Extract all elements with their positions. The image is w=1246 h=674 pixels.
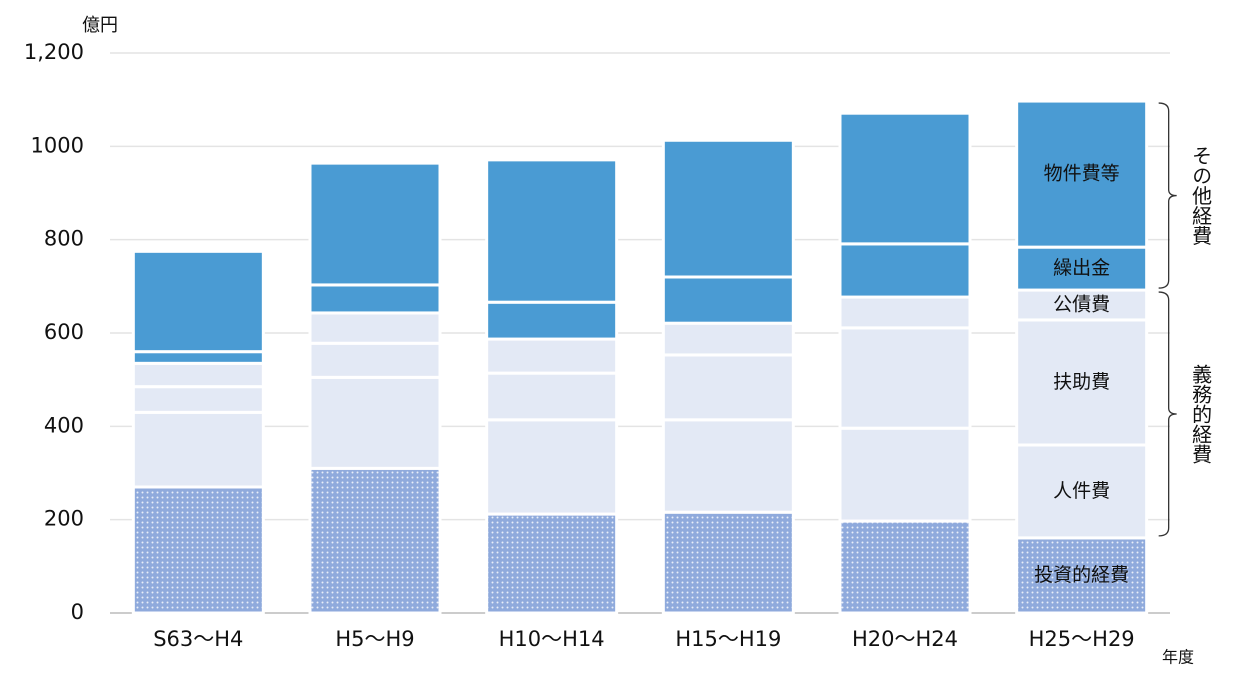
y-tick-label: 400 [44,413,84,437]
y-tick-label: 1,200 [24,40,84,64]
y-unit: 億円 [82,15,118,36]
bar-segment [131,361,265,389]
group-brace [1158,102,1177,289]
bar-segment [661,510,795,615]
bar-segment [485,371,619,422]
bar-segment [308,311,442,345]
bar-segment [131,410,265,489]
bar-segment [131,350,265,365]
bar-segment [308,375,442,470]
bar-segment [661,138,795,279]
x-tick-label: S63～H4 [153,627,243,651]
bar-segment [485,300,619,341]
segment-label: 投資的経費 [1034,564,1129,586]
y-tick-label: 0 [71,600,84,624]
x-tick-label: H20～H24 [852,627,958,651]
bar-segment [308,466,442,615]
bar-segment [485,337,619,375]
bar-segment [131,385,265,414]
bar-segment [485,512,619,615]
bar-segment [661,353,795,422]
bar-segment [661,418,795,514]
bar-segment [1015,99,1149,249]
bar-segment [838,295,972,330]
bar-segment [1015,245,1149,292]
bar-segment [308,161,442,287]
bar-segment [131,249,265,354]
x-tick-label: H15～H19 [675,627,781,651]
x-tick-label: H10～H14 [499,627,605,651]
bar-segment [131,485,265,615]
y-tick-label: 800 [44,227,84,251]
bar-segment [838,111,972,246]
bar-segment [1015,288,1149,322]
bar-segment [1015,536,1149,615]
bar-segment [838,519,972,615]
bar-segment [1015,443,1149,540]
bar-segment [838,242,972,299]
group-label: その他経費 [1189,146,1213,246]
group-brace [1158,291,1177,537]
segment-label: 物件費等 [1044,163,1120,185]
segment-label: 扶助費 [1053,371,1110,393]
bar-segment [661,321,795,357]
y-tick-label: 200 [44,507,84,531]
bar-segment [1015,318,1149,447]
bar-segment [485,158,619,304]
x-tick-label: H25～H29 [1029,627,1135,651]
group-label: 義務的経費 [1189,364,1213,464]
y-tick-label: 600 [44,320,84,344]
segment-label: 人件費 [1053,480,1110,502]
bar-segment [308,341,442,379]
x-unit: 年度 [1162,648,1194,667]
y-tick-label: 1000 [31,133,84,157]
segment-label: 公債費 [1053,294,1110,316]
bar-segment [485,418,619,516]
bar-segment [308,283,442,315]
bar-segment [661,275,795,325]
segment-label: 繰出金 [1053,257,1110,279]
bar-segment [838,326,972,430]
bar-segment [838,426,972,523]
x-tick-label: H5～H9 [335,627,414,651]
